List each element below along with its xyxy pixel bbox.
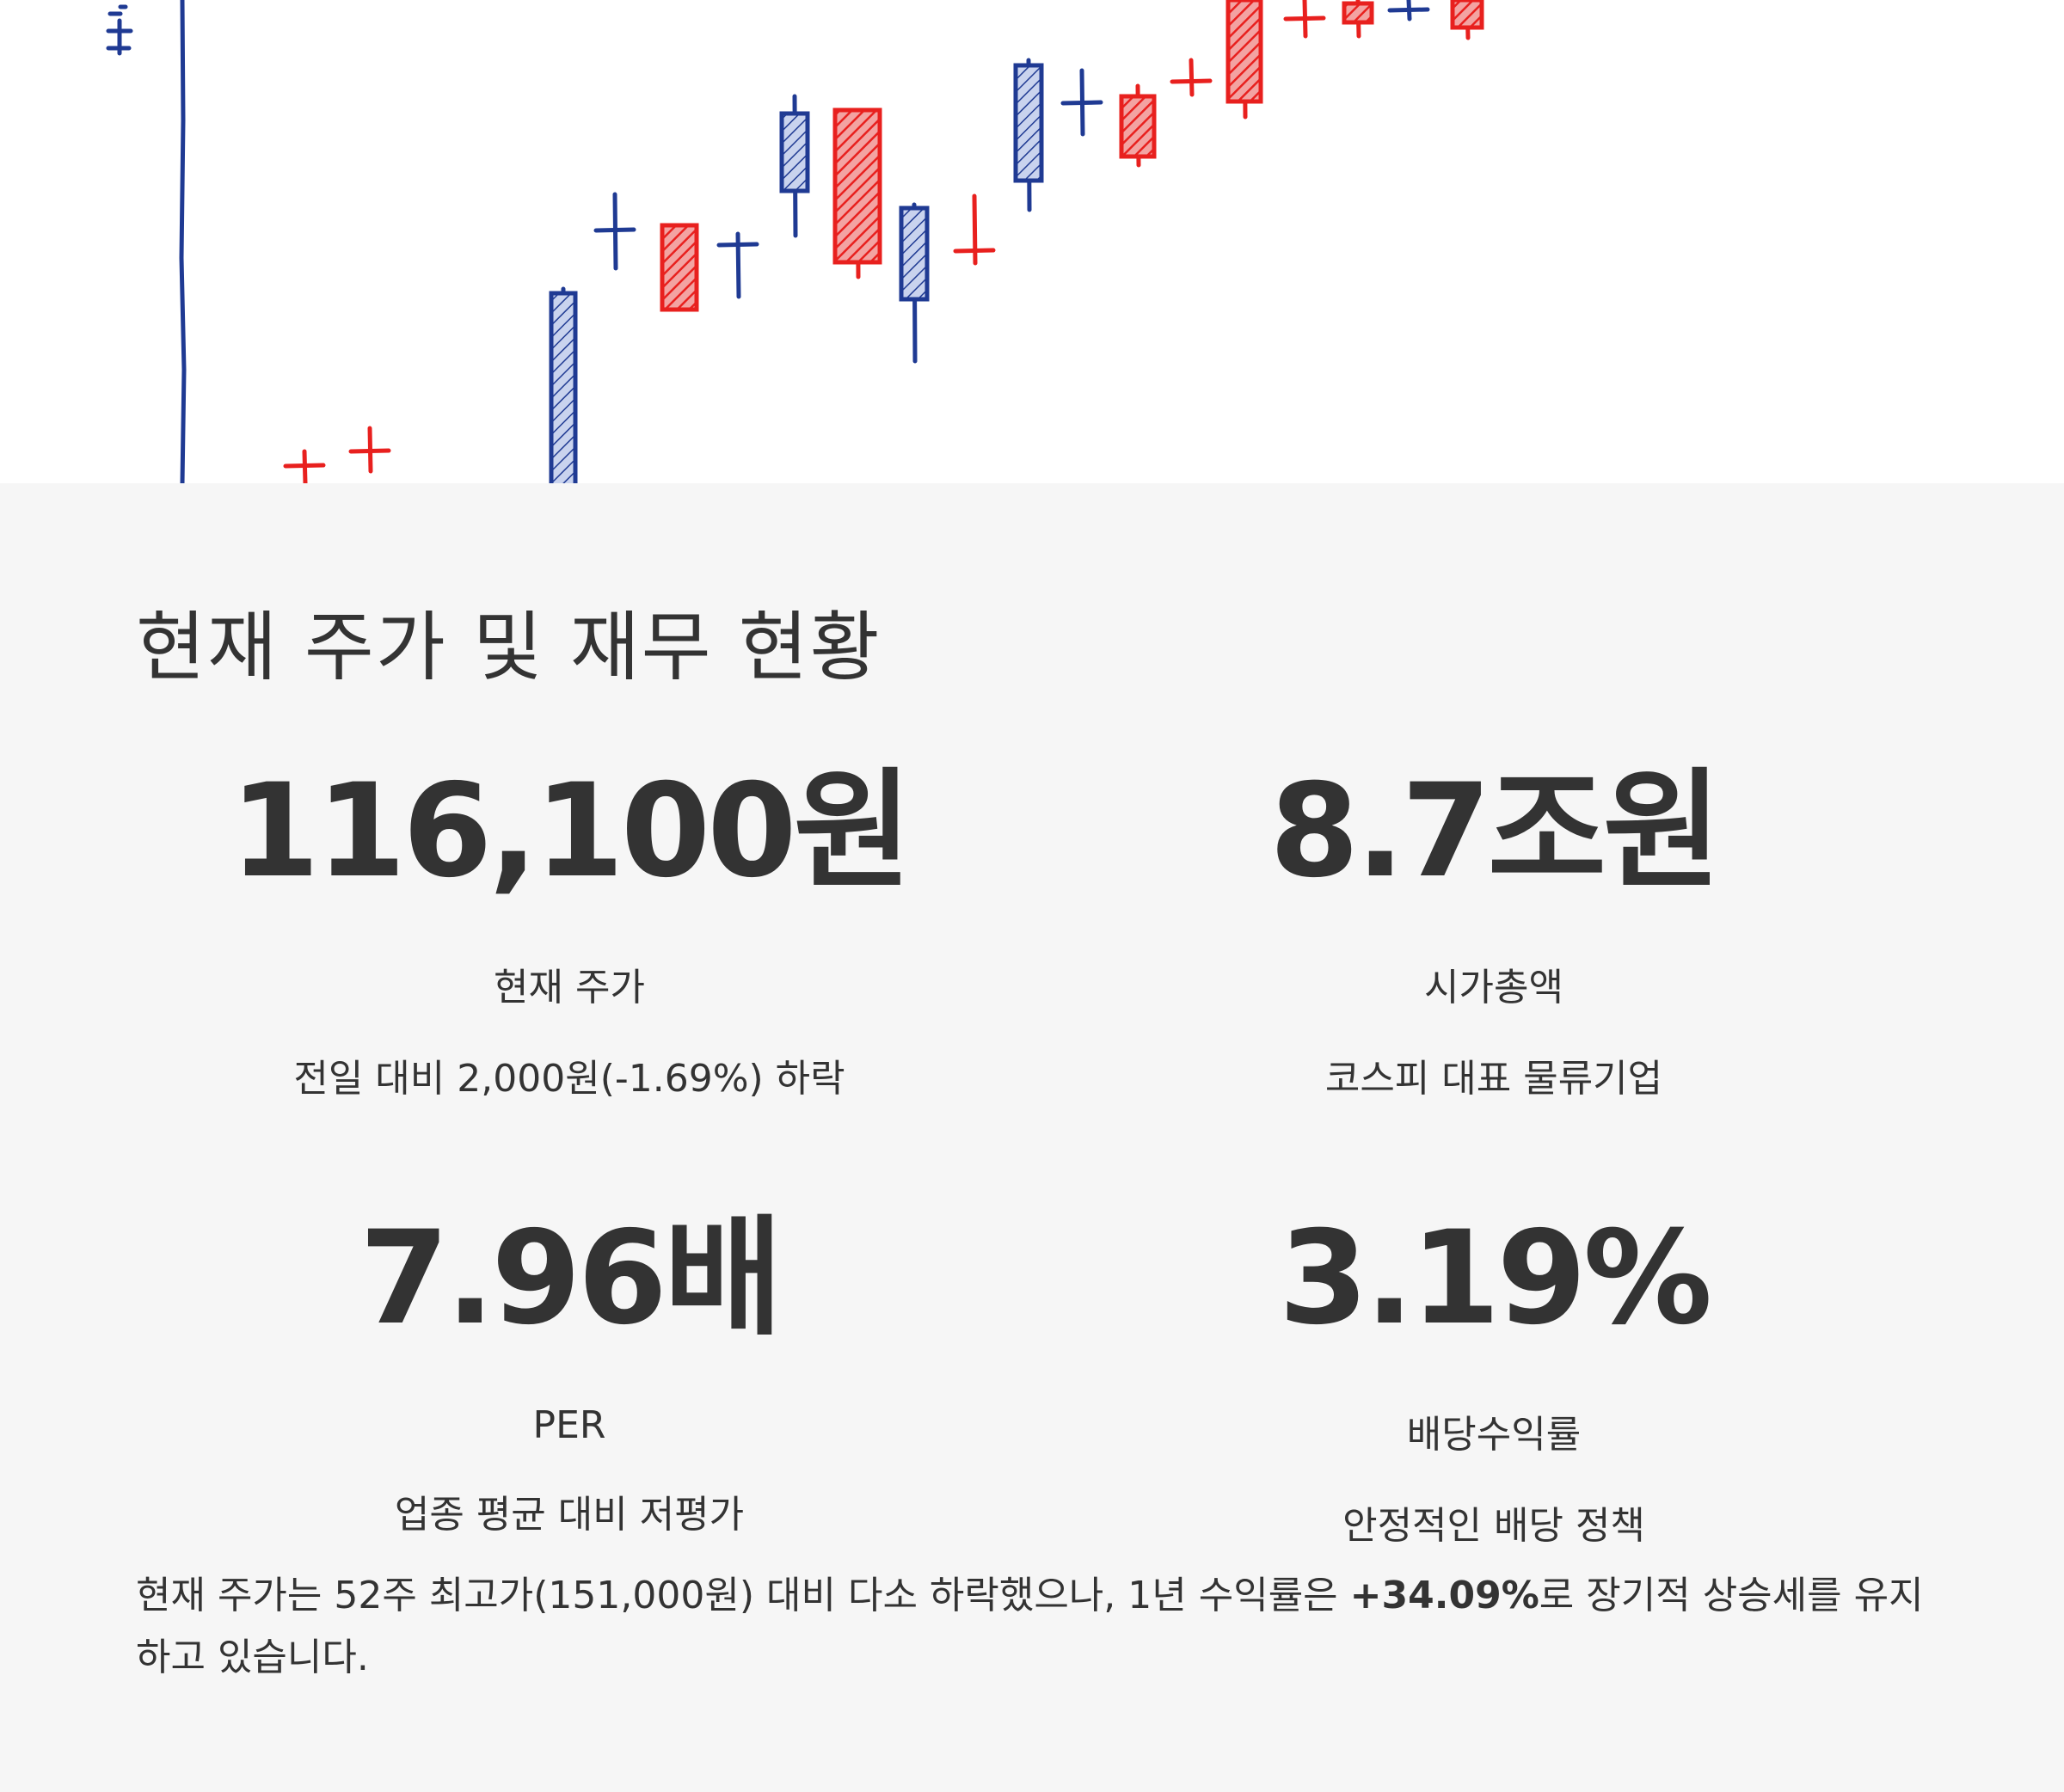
- chart-axis-line: [179, 0, 187, 483]
- candle-body: [899, 206, 930, 302]
- candlestick-drawing: [106, 0, 1484, 483]
- metric-label: PER: [532, 1403, 606, 1447]
- candlestick-up: [283, 449, 326, 483]
- metric-per: 7.96배 PER 업종 평균 대비 저평가: [182, 1214, 956, 1538]
- candle-body: [1013, 63, 1044, 183]
- summary-text-before: 현재 주가는 52주 최고가(151,000원) 대비 다소 하락했으나, 1년…: [136, 1574, 1350, 1617]
- metric-label: 배당수익률: [1406, 1413, 1582, 1457]
- candle-wick: [1189, 58, 1195, 97]
- candle-doji-bar: [1060, 100, 1103, 106]
- candlestick-up: [660, 223, 699, 312]
- candle-doji-bar: [1283, 15, 1326, 21]
- metric-description: 업종 평균 대비 저평가: [394, 1493, 745, 1537]
- metric-current-price: 116,100원 현재 주가 전일 대비 2,000원(-1.69%) 하락: [182, 767, 956, 1102]
- candlestick-up: [1170, 58, 1213, 97]
- section-title: 현재 주가 및 재무 현황: [136, 603, 882, 691]
- metric-value: 7.96배: [359, 1204, 783, 1353]
- candle-body: [1226, 0, 1263, 104]
- candle-body: [1450, 0, 1484, 30]
- candlestick-up: [1226, 0, 1263, 120]
- candlestick-up: [953, 193, 996, 266]
- candle-body: [832, 107, 882, 265]
- metric-dividend-yield: 3.19% 배당수익률 안정적인 배당 정책: [1107, 1214, 1881, 1550]
- candlestick-down: [899, 202, 930, 364]
- metric-description: 안정적인 배당 정책: [1342, 1504, 1645, 1548]
- candle-doji-bar: [283, 463, 326, 469]
- candle-body: [549, 291, 578, 483]
- candle-doji-bar: [1387, 7, 1430, 13]
- metric-description: 코스피 대표 물류기업: [1324, 1057, 1663, 1101]
- candlestick-down: [593, 192, 636, 271]
- metric-value: 8.7조원: [1269, 757, 1722, 906]
- candlestick-down: [1013, 58, 1044, 212]
- candlestick-up: [832, 107, 882, 279]
- metric-description: 전일 대비 2,000원(-1.69%) 하락: [293, 1057, 845, 1101]
- financial-status-section: 현재 주가 및 재무 현황 116,100원 현재 주가 전일 대비 2,000…: [0, 483, 2064, 1792]
- metric-label: 현재 주가: [494, 966, 645, 1010]
- candlestick-down: [549, 286, 578, 483]
- candle-body: [660, 223, 699, 312]
- candle-doji-bar: [716, 242, 759, 248]
- candle-doji-bar: [953, 248, 996, 254]
- candlestick-down: [1387, 0, 1430, 21]
- candlestick-down: [1060, 68, 1103, 137]
- candlestick-up: [348, 426, 391, 474]
- candle-body: [1119, 94, 1157, 159]
- candlestick-down: [779, 94, 810, 238]
- candlestick-down: [716, 231, 759, 299]
- candlestick-up: [1342, 0, 1374, 39]
- candle-body: [1342, 1, 1374, 25]
- candlestick-up: [1283, 0, 1326, 39]
- metric-market-cap: 8.7조원 시가총액 코스피 대표 물류기업: [1107, 767, 1881, 1102]
- candlestick-up: [1119, 83, 1157, 168]
- metric-value: 3.19%: [1278, 1204, 1712, 1353]
- candle-wick: [972, 193, 978, 266]
- summary-highlight-return: +34.09%: [1349, 1574, 1539, 1617]
- metric-label: 시가총액: [1424, 966, 1563, 1010]
- metric-value: 116,100원: [230, 757, 912, 906]
- summary-text-after: 로 장기적 상승세를 유지하고 있습니다.: [136, 1574, 1924, 1679]
- summary-paragraph: 현재 주가는 52주 최고가(151,000원) 대비 다소 하락했으나, 1년…: [136, 1565, 1925, 1689]
- candle-doji-bar: [1170, 78, 1213, 84]
- hero-candlestick-illustration: [0, 0, 2064, 483]
- chart-axis-tick: [106, 4, 133, 56]
- candlestick-up: [1450, 0, 1484, 40]
- candle-body: [779, 111, 810, 193]
